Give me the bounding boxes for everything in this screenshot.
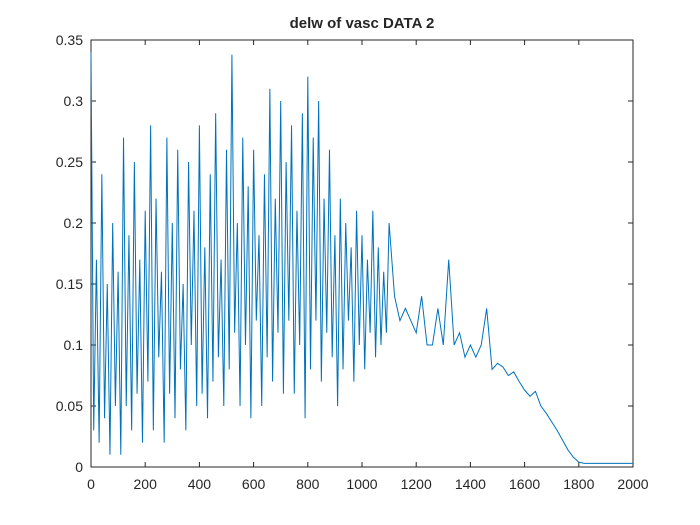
x-tick-label: 2000 (617, 476, 648, 492)
x-tick-label: 200 (134, 476, 158, 492)
x-tick-label: 1000 (346, 476, 377, 492)
x-tick-label: 1400 (455, 476, 486, 492)
x-tick-label: 1600 (509, 476, 540, 492)
x-tick-label: 800 (296, 476, 320, 492)
y-tick-label: 0.05 (56, 398, 83, 414)
y-tick-label: 0.1 (64, 337, 84, 353)
chart-title: delw of vasc DATA 2 (290, 15, 435, 32)
y-tick-label: 0 (75, 459, 83, 475)
y-tick-label: 0.3 (64, 93, 84, 109)
x-tick-label: 1800 (563, 476, 594, 492)
x-tick-label: 600 (242, 476, 266, 492)
y-tick-label: 0.15 (56, 276, 83, 292)
x-tick-label: 1200 (401, 476, 432, 492)
y-tick-label: 0.25 (56, 154, 83, 170)
data-line (90, 52, 633, 464)
x-tick-label: 0 (87, 476, 95, 492)
y-tick-label: 0.2 (64, 215, 84, 231)
x-tick-label: 400 (188, 476, 212, 492)
y-tick-label: 0.35 (56, 32, 83, 48)
